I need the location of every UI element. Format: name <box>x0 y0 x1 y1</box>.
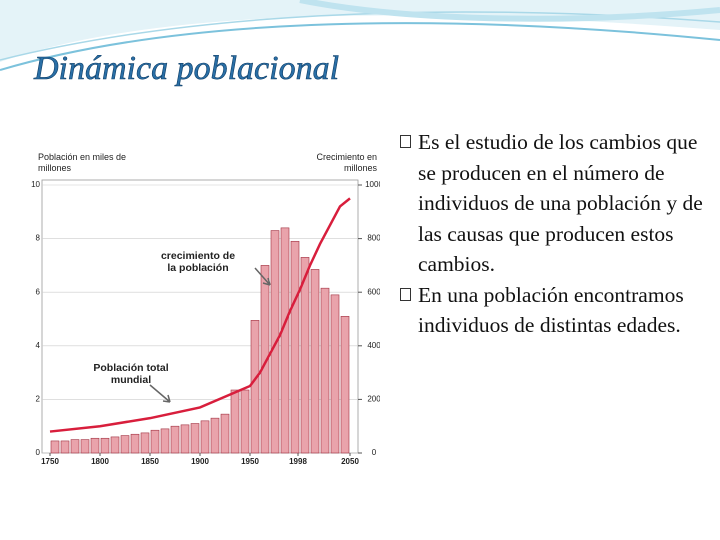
x-tick-label: 1950 <box>241 457 259 466</box>
y2-tick-label: 800 <box>367 234 380 243</box>
annotation: Población total mundial <box>93 362 169 386</box>
y2-axis-label: Crecimiento en millones <box>316 152 377 173</box>
line <box>49 197 351 433</box>
bar <box>260 265 270 454</box>
y-axis-label: Población en miles de millones <box>38 152 127 173</box>
y2-tick-label: 400 <box>367 341 380 350</box>
bar <box>320 287 330 454</box>
decoration <box>0 0 720 71</box>
arrow <box>149 384 171 403</box>
bar <box>170 425 180 454</box>
bar <box>270 230 280 454</box>
x-tick-label: 1800 <box>91 457 109 466</box>
y2-tick-label: 0 <box>372 448 377 457</box>
x-tick-label: 1900 <box>191 457 209 466</box>
bar <box>220 413 230 454</box>
bar <box>210 417 220 454</box>
bar <box>150 429 160 454</box>
bar <box>310 269 320 454</box>
bullet: En una población encontramos individuos … <box>400 280 708 341</box>
bar <box>100 437 110 454</box>
y2-tick-label: 1000 <box>365 180 380 189</box>
bar <box>130 433 140 454</box>
bar <box>330 294 340 454</box>
chart: 0 2 4 6 8 10 0 200 400 600 800 1000 1750 1800 1850 1900… <box>30 140 380 470</box>
bar <box>120 435 130 454</box>
plot-frame <box>41 179 359 454</box>
y-tick-label: 4 <box>36 341 41 350</box>
bar <box>290 240 300 454</box>
bar <box>180 424 190 454</box>
y-tick-label: 6 <box>36 287 41 296</box>
bar <box>200 420 210 454</box>
bullet-list: Es el estudio de los cambios que se prod… <box>400 127 708 341</box>
bar <box>110 436 120 454</box>
bar <box>300 257 310 454</box>
slide-title: Dinámica poblacional <box>34 50 340 88</box>
annotation: crecimiento de la población <box>160 250 236 274</box>
bar <box>140 432 150 454</box>
x-tick-label: 2050 <box>341 457 359 466</box>
y-tick-label: 2 <box>36 395 41 404</box>
x-tick-label: 1998 <box>289 457 307 466</box>
arrow <box>254 267 271 286</box>
bar <box>70 439 80 454</box>
bar <box>340 316 350 454</box>
bar <box>160 428 170 454</box>
bar <box>190 423 200 454</box>
bar <box>50 440 60 454</box>
y-tick-label: 0 <box>36 448 41 457</box>
bar <box>60 440 70 454</box>
bar <box>80 439 90 454</box>
y2-tick-label: 200 <box>367 395 380 404</box>
chart-svg: 0 2 4 6 8 10 0 200 400 600 800 1000 1750 1800 1850 1900… <box>31 179 380 466</box>
y-tick-label: 10 <box>31 180 40 189</box>
y2-tick-label: 600 <box>367 287 380 296</box>
bar <box>90 437 100 454</box>
bullet: Es el estudio de los cambios que se prod… <box>400 127 708 280</box>
bar <box>230 389 240 454</box>
bar <box>240 389 250 454</box>
bar <box>250 320 260 454</box>
bar <box>280 227 290 454</box>
y-tick-label: 8 <box>36 234 41 243</box>
x-tick-label: 1750 <box>41 457 59 466</box>
x-tick-label: 1850 <box>141 457 159 466</box>
